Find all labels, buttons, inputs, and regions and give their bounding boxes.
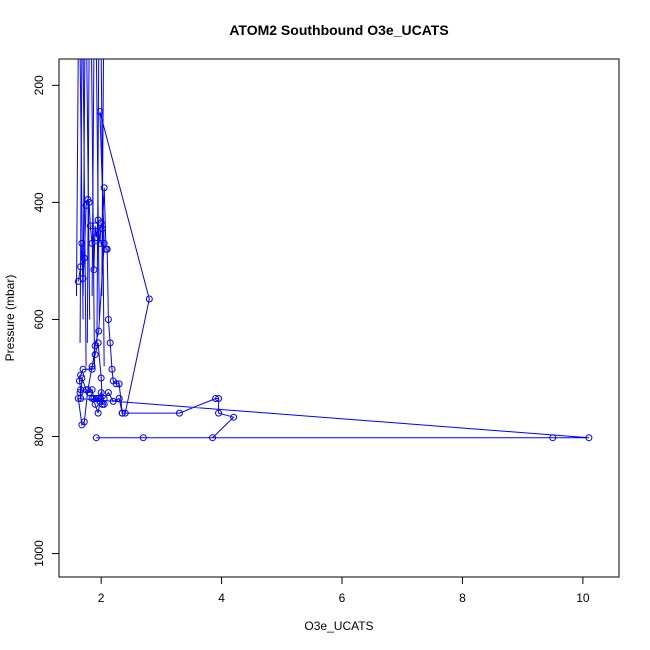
data-point bbox=[91, 222, 99, 230]
data-point bbox=[175, 409, 183, 417]
data-point bbox=[88, 394, 96, 402]
data-point bbox=[74, 394, 82, 402]
data-point bbox=[92, 234, 100, 242]
data-point bbox=[215, 409, 223, 417]
data-point bbox=[106, 339, 114, 347]
data-point bbox=[549, 434, 557, 442]
data-point bbox=[85, 198, 93, 206]
data-point bbox=[78, 239, 86, 247]
data-point bbox=[95, 327, 103, 335]
data-point bbox=[115, 380, 123, 388]
series-line bbox=[77, 111, 589, 439]
data-point bbox=[90, 266, 98, 274]
data-point bbox=[78, 374, 86, 382]
data-point bbox=[115, 394, 123, 402]
data-point bbox=[88, 386, 96, 394]
data-point bbox=[585, 434, 593, 442]
data-point bbox=[88, 365, 96, 373]
y-axis-label: Pressure (mbar) bbox=[3, 275, 17, 362]
data-point bbox=[97, 394, 105, 402]
data-point bbox=[80, 418, 88, 426]
plot-area bbox=[74, 59, 593, 442]
data-point bbox=[86, 222, 94, 230]
data-point bbox=[94, 339, 102, 347]
data-point bbox=[109, 397, 117, 405]
data-point bbox=[100, 239, 108, 247]
series-trace-line bbox=[75, 59, 79, 297]
data-point bbox=[84, 386, 92, 394]
data-point bbox=[230, 413, 238, 421]
data-point bbox=[91, 400, 99, 408]
data-point bbox=[79, 274, 87, 282]
data-point bbox=[118, 409, 126, 417]
x-tick-label: 2 bbox=[98, 591, 105, 605]
x-axis-label: O3e_UCATS bbox=[304, 619, 373, 633]
y-axis: 200 400 600 800 1000 bbox=[32, 75, 60, 567]
plot-frame bbox=[58, 58, 620, 578]
data-point bbox=[80, 254, 88, 262]
data-point bbox=[215, 394, 223, 402]
data-point bbox=[108, 365, 116, 373]
series-trace-line bbox=[101, 59, 104, 297]
x-axis: 2 4 6 8 10 bbox=[98, 576, 590, 605]
data-point bbox=[212, 394, 220, 402]
data-point bbox=[104, 389, 112, 397]
data-point bbox=[96, 239, 104, 247]
series-trace-line bbox=[96, 59, 100, 343]
data-point bbox=[100, 184, 108, 192]
series-trace-line bbox=[79, 59, 83, 343]
data-point bbox=[97, 374, 105, 382]
data-point bbox=[112, 380, 120, 388]
y-tick-label: 600 bbox=[32, 309, 46, 329]
data-point bbox=[79, 365, 87, 373]
x-tick-label: 10 bbox=[576, 591, 590, 605]
data-point bbox=[145, 295, 153, 303]
y-tick-label: 1000 bbox=[32, 540, 46, 567]
data-point bbox=[96, 108, 104, 116]
x-tick-label: 4 bbox=[218, 591, 225, 605]
data-point bbox=[88, 362, 96, 370]
x-tick-label: 8 bbox=[459, 591, 466, 605]
data-point bbox=[139, 434, 147, 442]
y-tick-label: 200 bbox=[32, 75, 46, 95]
data-point bbox=[98, 225, 106, 233]
x-tick-label: 6 bbox=[339, 591, 346, 605]
data-point bbox=[77, 386, 85, 394]
data-point bbox=[209, 434, 217, 442]
y-tick-label: 400 bbox=[32, 192, 46, 212]
data-point bbox=[121, 409, 129, 417]
data-point bbox=[88, 239, 96, 247]
data-point bbox=[94, 409, 102, 417]
data-point bbox=[92, 434, 100, 442]
data-point bbox=[91, 351, 99, 359]
data-point bbox=[104, 315, 112, 323]
chart-title: ATOM2 Southbound O3e_UCATS bbox=[229, 22, 448, 38]
data-point bbox=[77, 263, 85, 271]
data-point bbox=[103, 245, 111, 253]
y-tick-label: 800 bbox=[32, 426, 46, 446]
data-point bbox=[77, 394, 85, 402]
